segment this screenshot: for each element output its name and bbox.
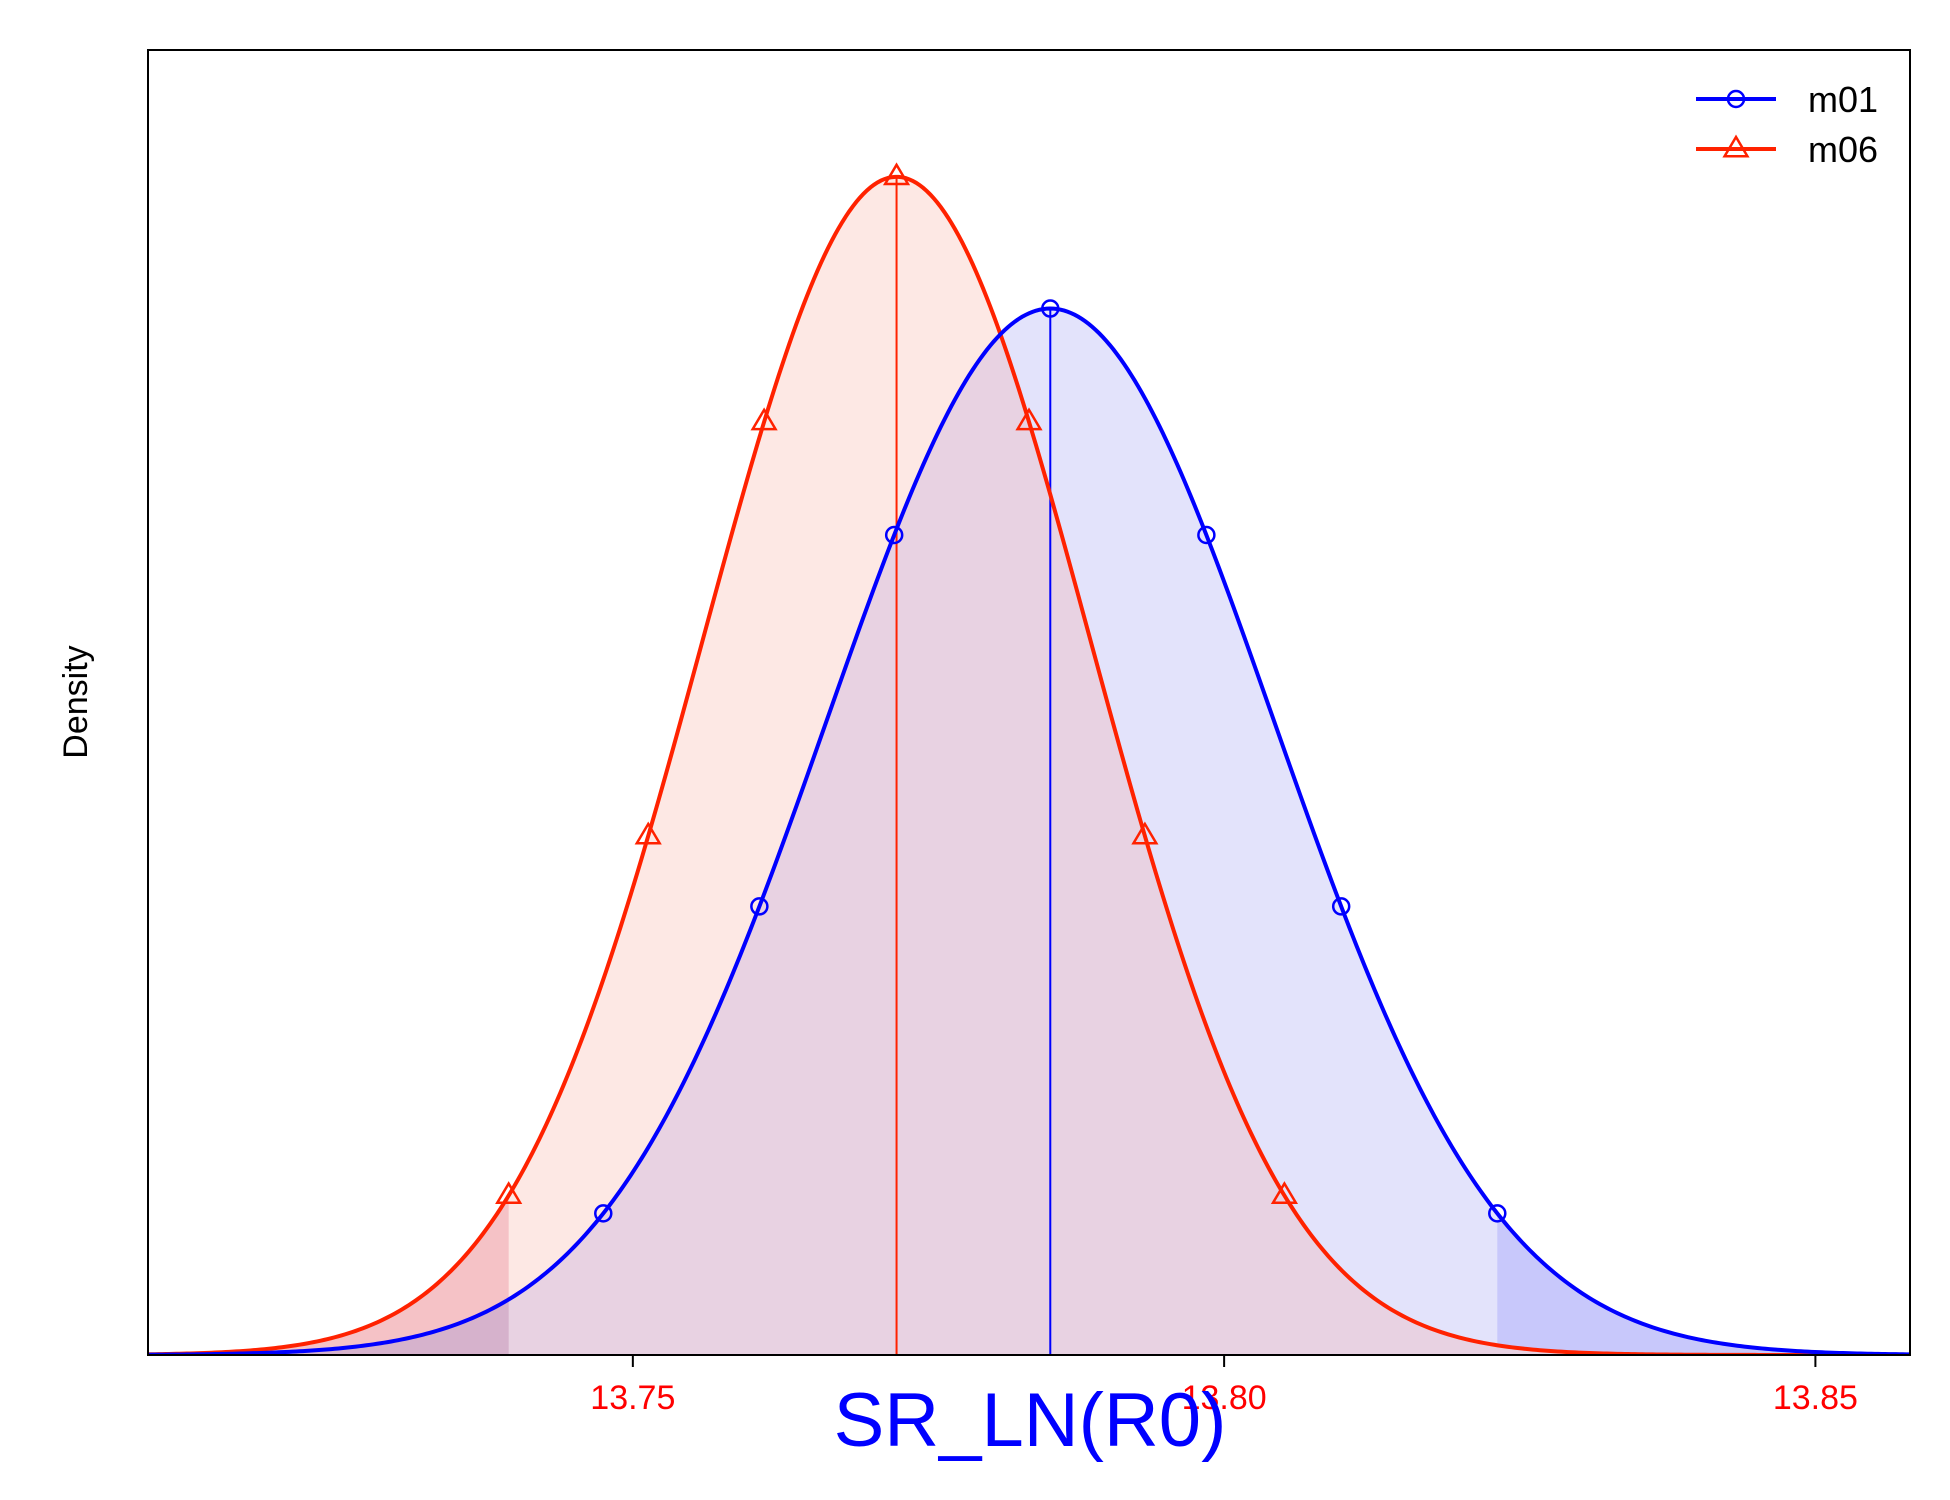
y-axis-label: Density	[57, 645, 95, 758]
legend-label-m01: m01	[1808, 79, 1878, 120]
legend-marker-m01	[1726, 89, 1746, 109]
plot-frame	[147, 49, 1911, 1356]
m06-marker-0	[495, 1181, 523, 1204]
m01-marker-1	[750, 897, 769, 916]
m01-marker-4	[1197, 525, 1216, 545]
x-tick-label-2: 13.85	[1773, 1379, 1858, 1417]
m06-marker-4	[1015, 407, 1043, 431]
m01-marker-0	[594, 1204, 613, 1223]
density-fills	[148, 176, 1910, 1355]
overlap-area	[148, 335, 1910, 1355]
x-axis-ticks: 13.75 13.80 13.85	[590, 1355, 1858, 1417]
density-lines	[148, 174, 1910, 1355]
legend-marker-m06	[1722, 134, 1750, 158]
both-left-tail	[148, 1299, 509, 1355]
m01-curve	[148, 306, 1910, 1355]
m06-marker-5	[1131, 821, 1159, 845]
m06-marker-1	[634, 821, 662, 845]
m06-curve	[148, 174, 1910, 1355]
density-markers	[495, 162, 1507, 1223]
m01-marker-6	[1488, 1204, 1507, 1223]
m01-marker-5	[1331, 897, 1351, 916]
m06-left-tail	[148, 1195, 509, 1355]
x-axis-label: SR_LN(R0)	[834, 1378, 1227, 1463]
x-tick-label-1: 13.80	[1182, 1379, 1267, 1417]
legend-label-m06: m06	[1808, 129, 1878, 170]
x-tick-label-0: 13.75	[590, 1379, 675, 1417]
m06-marker-3	[882, 162, 911, 186]
m06-marker-2	[750, 407, 778, 431]
m01-right-tail	[1497, 1213, 1910, 1355]
m01-marker-2	[884, 525, 904, 545]
m06-marker-6	[1270, 1181, 1299, 1204]
m01-marker-3	[1041, 299, 1060, 318]
